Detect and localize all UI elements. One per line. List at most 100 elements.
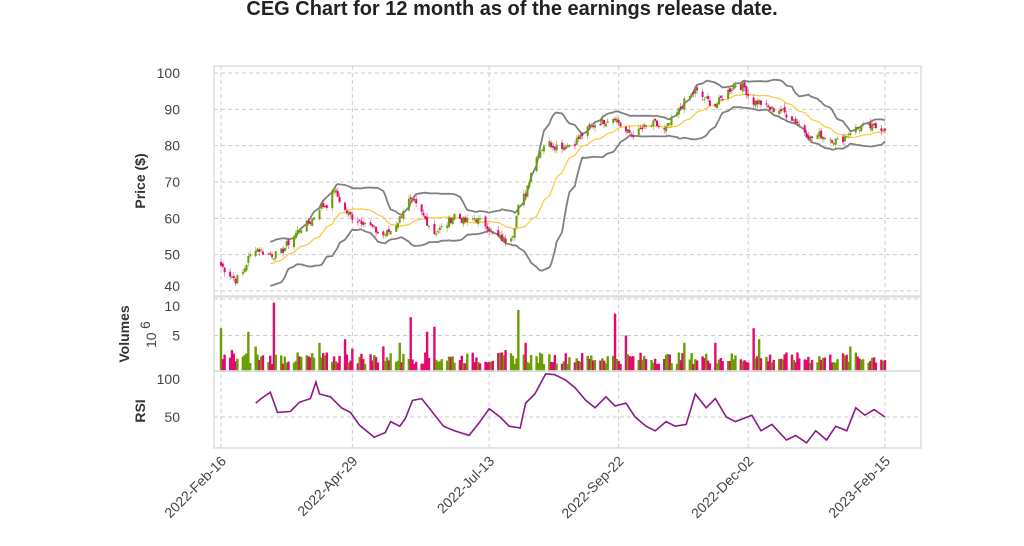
- candle-body: [641, 127, 644, 129]
- rsi-line: [255, 372, 886, 444]
- candle-body: [752, 97, 755, 105]
- volume-bar: [320, 357, 323, 372]
- volume-bar: [796, 352, 799, 372]
- candle-body: [816, 135, 819, 140]
- volume-bar: [810, 360, 814, 372]
- volume-bars: [219, 302, 887, 372]
- volume-bar: [274, 354, 277, 372]
- volume-bar: [396, 360, 400, 372]
- candle-body: [871, 123, 874, 131]
- price-tick-label: 60: [164, 210, 180, 226]
- volume-bar: [768, 354, 772, 372]
- volume-bar: [529, 355, 533, 372]
- candle-body: [696, 87, 699, 91]
- volume-bar: [300, 356, 303, 372]
- candle-body: [373, 225, 376, 228]
- candle-body: [223, 267, 226, 273]
- volume-bar: [708, 363, 712, 372]
- volume-bar: [757, 339, 761, 372]
- volume-bar: [312, 357, 316, 372]
- rsi-tick-label: 50: [164, 409, 180, 425]
- candle-body: [362, 222, 365, 225]
- candle-body: [500, 234, 503, 242]
- candle-body: [451, 217, 454, 225]
- candle-body: [347, 211, 350, 216]
- candle-body: [236, 275, 239, 284]
- candle-body: [792, 119, 795, 121]
- volume-axis-label: Volumes: [116, 305, 132, 363]
- volume-bar: [475, 357, 478, 372]
- candle-body: [307, 220, 310, 224]
- volume-bar: [522, 354, 526, 372]
- candle-body: [386, 230, 388, 237]
- volume-bar: [336, 362, 339, 372]
- candle-body: [708, 100, 711, 106]
- volume-bar: [267, 362, 270, 372]
- candle-body: [856, 127, 859, 129]
- candle-body: [683, 98, 686, 110]
- candle-body: [358, 219, 361, 221]
- volume-bar: [332, 356, 336, 372]
- candle-body: [344, 202, 347, 211]
- volume-bar: [675, 363, 679, 372]
- volume-bar: [243, 354, 246, 372]
- candle-body: [548, 141, 551, 147]
- candle-body: [803, 125, 806, 133]
- volume-bar: [537, 362, 540, 372]
- candle-body: [679, 106, 682, 109]
- volume-bar: [305, 355, 308, 372]
- volume-bar: [717, 359, 721, 372]
- volume-bar: [637, 359, 640, 372]
- volume-bar: [511, 355, 515, 372]
- candle-body: [260, 249, 263, 251]
- volume-bar: [540, 354, 544, 372]
- volume-bar: [345, 354, 349, 372]
- candle-body: [564, 147, 567, 149]
- candle-body: [743, 82, 746, 88]
- candle-body: [504, 238, 507, 243]
- candle-body: [524, 193, 527, 196]
- candle-body: [637, 128, 640, 136]
- candle-body: [325, 205, 328, 208]
- volume-bar: [770, 362, 774, 372]
- volume-bar: [881, 361, 885, 372]
- volume-bar: [643, 355, 646, 372]
- volume-bar: [652, 362, 655, 372]
- volume-bar: [657, 363, 661, 372]
- candle-body: [798, 123, 801, 125]
- volume-bar: [369, 354, 372, 372]
- candle-body: [296, 230, 299, 235]
- volume-bar: [500, 352, 504, 372]
- volume-bar: [575, 358, 578, 372]
- candle-body: [603, 120, 606, 125]
- volume-bar: [258, 359, 261, 372]
- volume-bar: [573, 362, 577, 372]
- volume-bar: [515, 358, 518, 372]
- volume-bar: [298, 356, 301, 372]
- candle-body: [862, 124, 865, 126]
- candle-body: [272, 258, 275, 260]
- volume-bar: [376, 362, 380, 372]
- volume-bar: [624, 335, 628, 372]
- candle-body: [280, 248, 283, 253]
- candle-body: [435, 233, 438, 235]
- volume-bar: [219, 328, 223, 372]
- volume-bar: [551, 362, 555, 372]
- candle-body: [849, 133, 852, 135]
- rsi-tick-label: 100: [157, 371, 181, 387]
- candle-body: [614, 118, 617, 121]
- candle-body: [382, 231, 385, 236]
- volume-bar: [245, 353, 248, 372]
- candle-body: [796, 121, 799, 124]
- candle-body: [334, 189, 337, 193]
- candle-body: [462, 216, 465, 225]
- volume-bar: [823, 357, 827, 372]
- volume-bar: [382, 346, 385, 372]
- candle-body: [681, 107, 684, 109]
- candle-body: [606, 121, 609, 123]
- volume-bar: [650, 360, 653, 372]
- volume-bar: [323, 355, 327, 372]
- bollinger-bands: [270, 78, 886, 287]
- candle-body: [234, 278, 237, 284]
- volume-bar: [664, 354, 668, 372]
